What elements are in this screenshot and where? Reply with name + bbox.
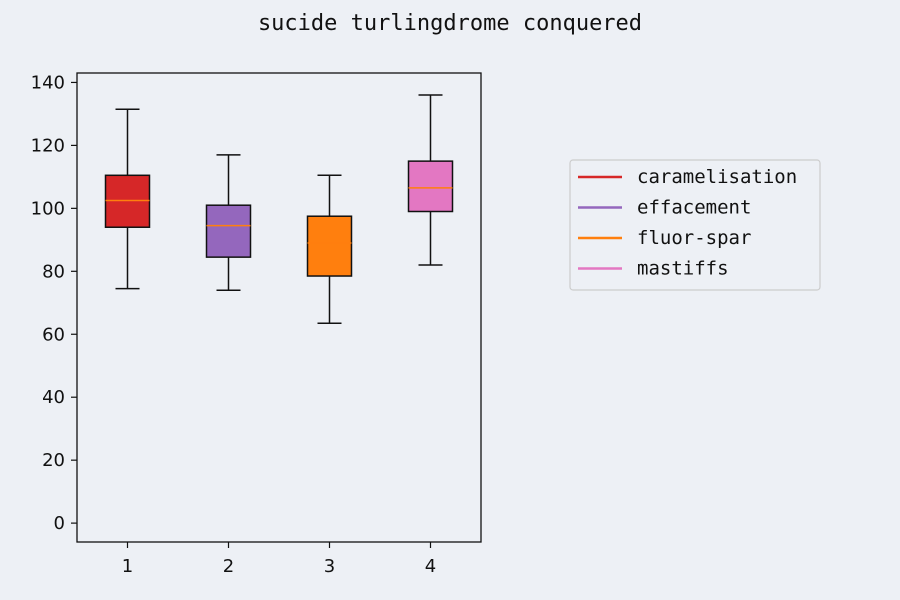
y-tick-label: 60 (42, 324, 65, 345)
x-tick-label: 3 (324, 556, 335, 577)
box-body (205, 204, 252, 258)
y-tick-label: 120 (31, 135, 65, 156)
y-tick-label: 40 (42, 387, 65, 408)
box-body (104, 174, 151, 228)
legend-label: mastiffs (637, 258, 729, 280)
y-tick-label: 20 (42, 450, 65, 471)
box-body (407, 160, 454, 213)
chart-title: sucide turlingdrome conquered (258, 11, 642, 36)
y-tick-label: 0 (54, 513, 65, 534)
x-tick-label: 2 (223, 556, 234, 577)
legend: caramelisation effacement fluor-spar mastif… (569, 159, 821, 291)
x-tick-label: 1 (122, 556, 133, 577)
y-tick-label: 80 (42, 261, 65, 282)
x-tick-label: 4 (425, 556, 436, 577)
legend-label: fluor-spar (637, 227, 751, 249)
legend-label: caramelisation (637, 166, 797, 188)
box-effacement (205, 154, 252, 291)
box-caramelisation (104, 108, 151, 290)
legend-frame (569, 159, 821, 291)
box-body (306, 215, 353, 277)
y-tick-label: 140 (31, 72, 65, 93)
plot-area: 0 20 40 60 80 100 120 140 1 2 3 4 (31, 72, 482, 577)
box-fluor-spar (306, 174, 353, 324)
legend-label: effacement (637, 197, 751, 219)
y-tick-label: 100 (31, 198, 65, 219)
box-mastiffs (407, 94, 454, 266)
axes-frame (76, 72, 482, 543)
